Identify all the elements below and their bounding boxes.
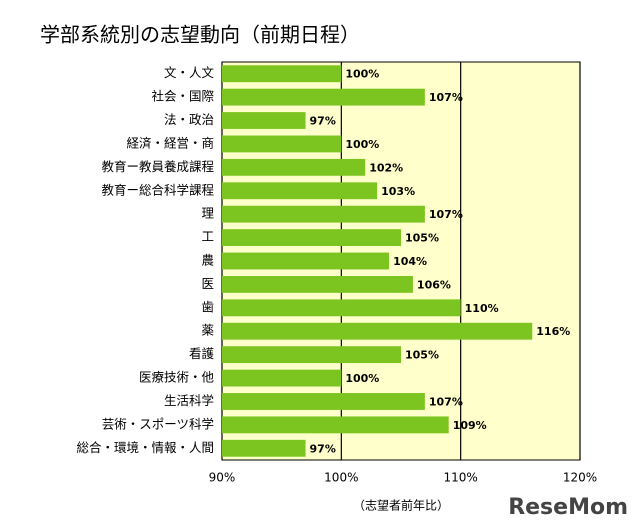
value-label: 97% [310, 442, 336, 455]
y-tick-label: 教育ー教員養成課程 [101, 159, 214, 174]
y-tick-label: 教育ー総合科学課程 [101, 182, 214, 197]
value-label: 100% [345, 138, 379, 151]
value-label: 107% [429, 91, 463, 104]
bar [222, 322, 533, 340]
bar [222, 112, 306, 129]
chart-title: 学部系統別の志望動向（前期日程） [40, 23, 360, 47]
bar [222, 88, 425, 106]
y-tick-label: 歯 [201, 299, 214, 314]
bar [222, 205, 425, 223]
value-label: 109% [453, 419, 487, 432]
y-tick-label: 法・政治 [164, 112, 214, 127]
y-tick-label: 看護 [189, 346, 215, 361]
x-tick-label: 100% [324, 471, 358, 485]
value-label: 105% [405, 232, 439, 245]
bar [222, 158, 366, 176]
y-tick-label: 薬 [201, 323, 214, 338]
y-tick-label: 工 [201, 229, 214, 244]
value-label: 110% [465, 302, 499, 315]
x-tick-label: 120% [563, 471, 597, 485]
y-tick-label: 理 [201, 206, 214, 221]
bar [222, 393, 425, 410]
y-tick-label: 社会・国際 [151, 89, 214, 104]
value-label: 100% [345, 68, 379, 81]
value-label: 106% [417, 278, 451, 291]
y-tick-label: 生活科学 [164, 393, 214, 408]
y-tick-label: 総合・環境・情報・人間 [76, 440, 214, 455]
bar [222, 65, 342, 83]
watermark: ReseMom [508, 495, 628, 520]
y-tick-label: 医 [201, 276, 214, 291]
bar [222, 346, 401, 364]
value-label: 116% [536, 325, 570, 338]
y-tick-label: 文・人文 [164, 65, 215, 80]
bar [222, 369, 342, 387]
y-tick-label: 経済・経営・商 [126, 135, 214, 150]
value-label: 103% [381, 185, 415, 198]
bar [222, 299, 461, 317]
value-label: 100% [345, 372, 379, 385]
bar [222, 252, 390, 270]
value-label: 97% [310, 115, 336, 128]
bar [222, 275, 413, 293]
y-tick-label: 芸術・スポーツ科学 [102, 416, 214, 431]
bar [222, 135, 342, 153]
value-label: 105% [405, 349, 439, 362]
bar [222, 229, 401, 247]
bar [222, 439, 306, 457]
x-axis-label: （志望者前年比） [353, 498, 449, 513]
bar [222, 182, 378, 200]
y-tick-label: 農 [201, 253, 214, 268]
value-label: 102% [369, 161, 403, 174]
value-label: 107% [429, 208, 463, 221]
bar [222, 416, 449, 434]
value-label: 107% [429, 395, 463, 408]
value-label: 104% [393, 255, 427, 268]
x-tick-label: 110% [444, 471, 478, 485]
y-tick-label: 医療技術・他 [139, 370, 215, 385]
x-tick-label: 90% [209, 471, 236, 485]
